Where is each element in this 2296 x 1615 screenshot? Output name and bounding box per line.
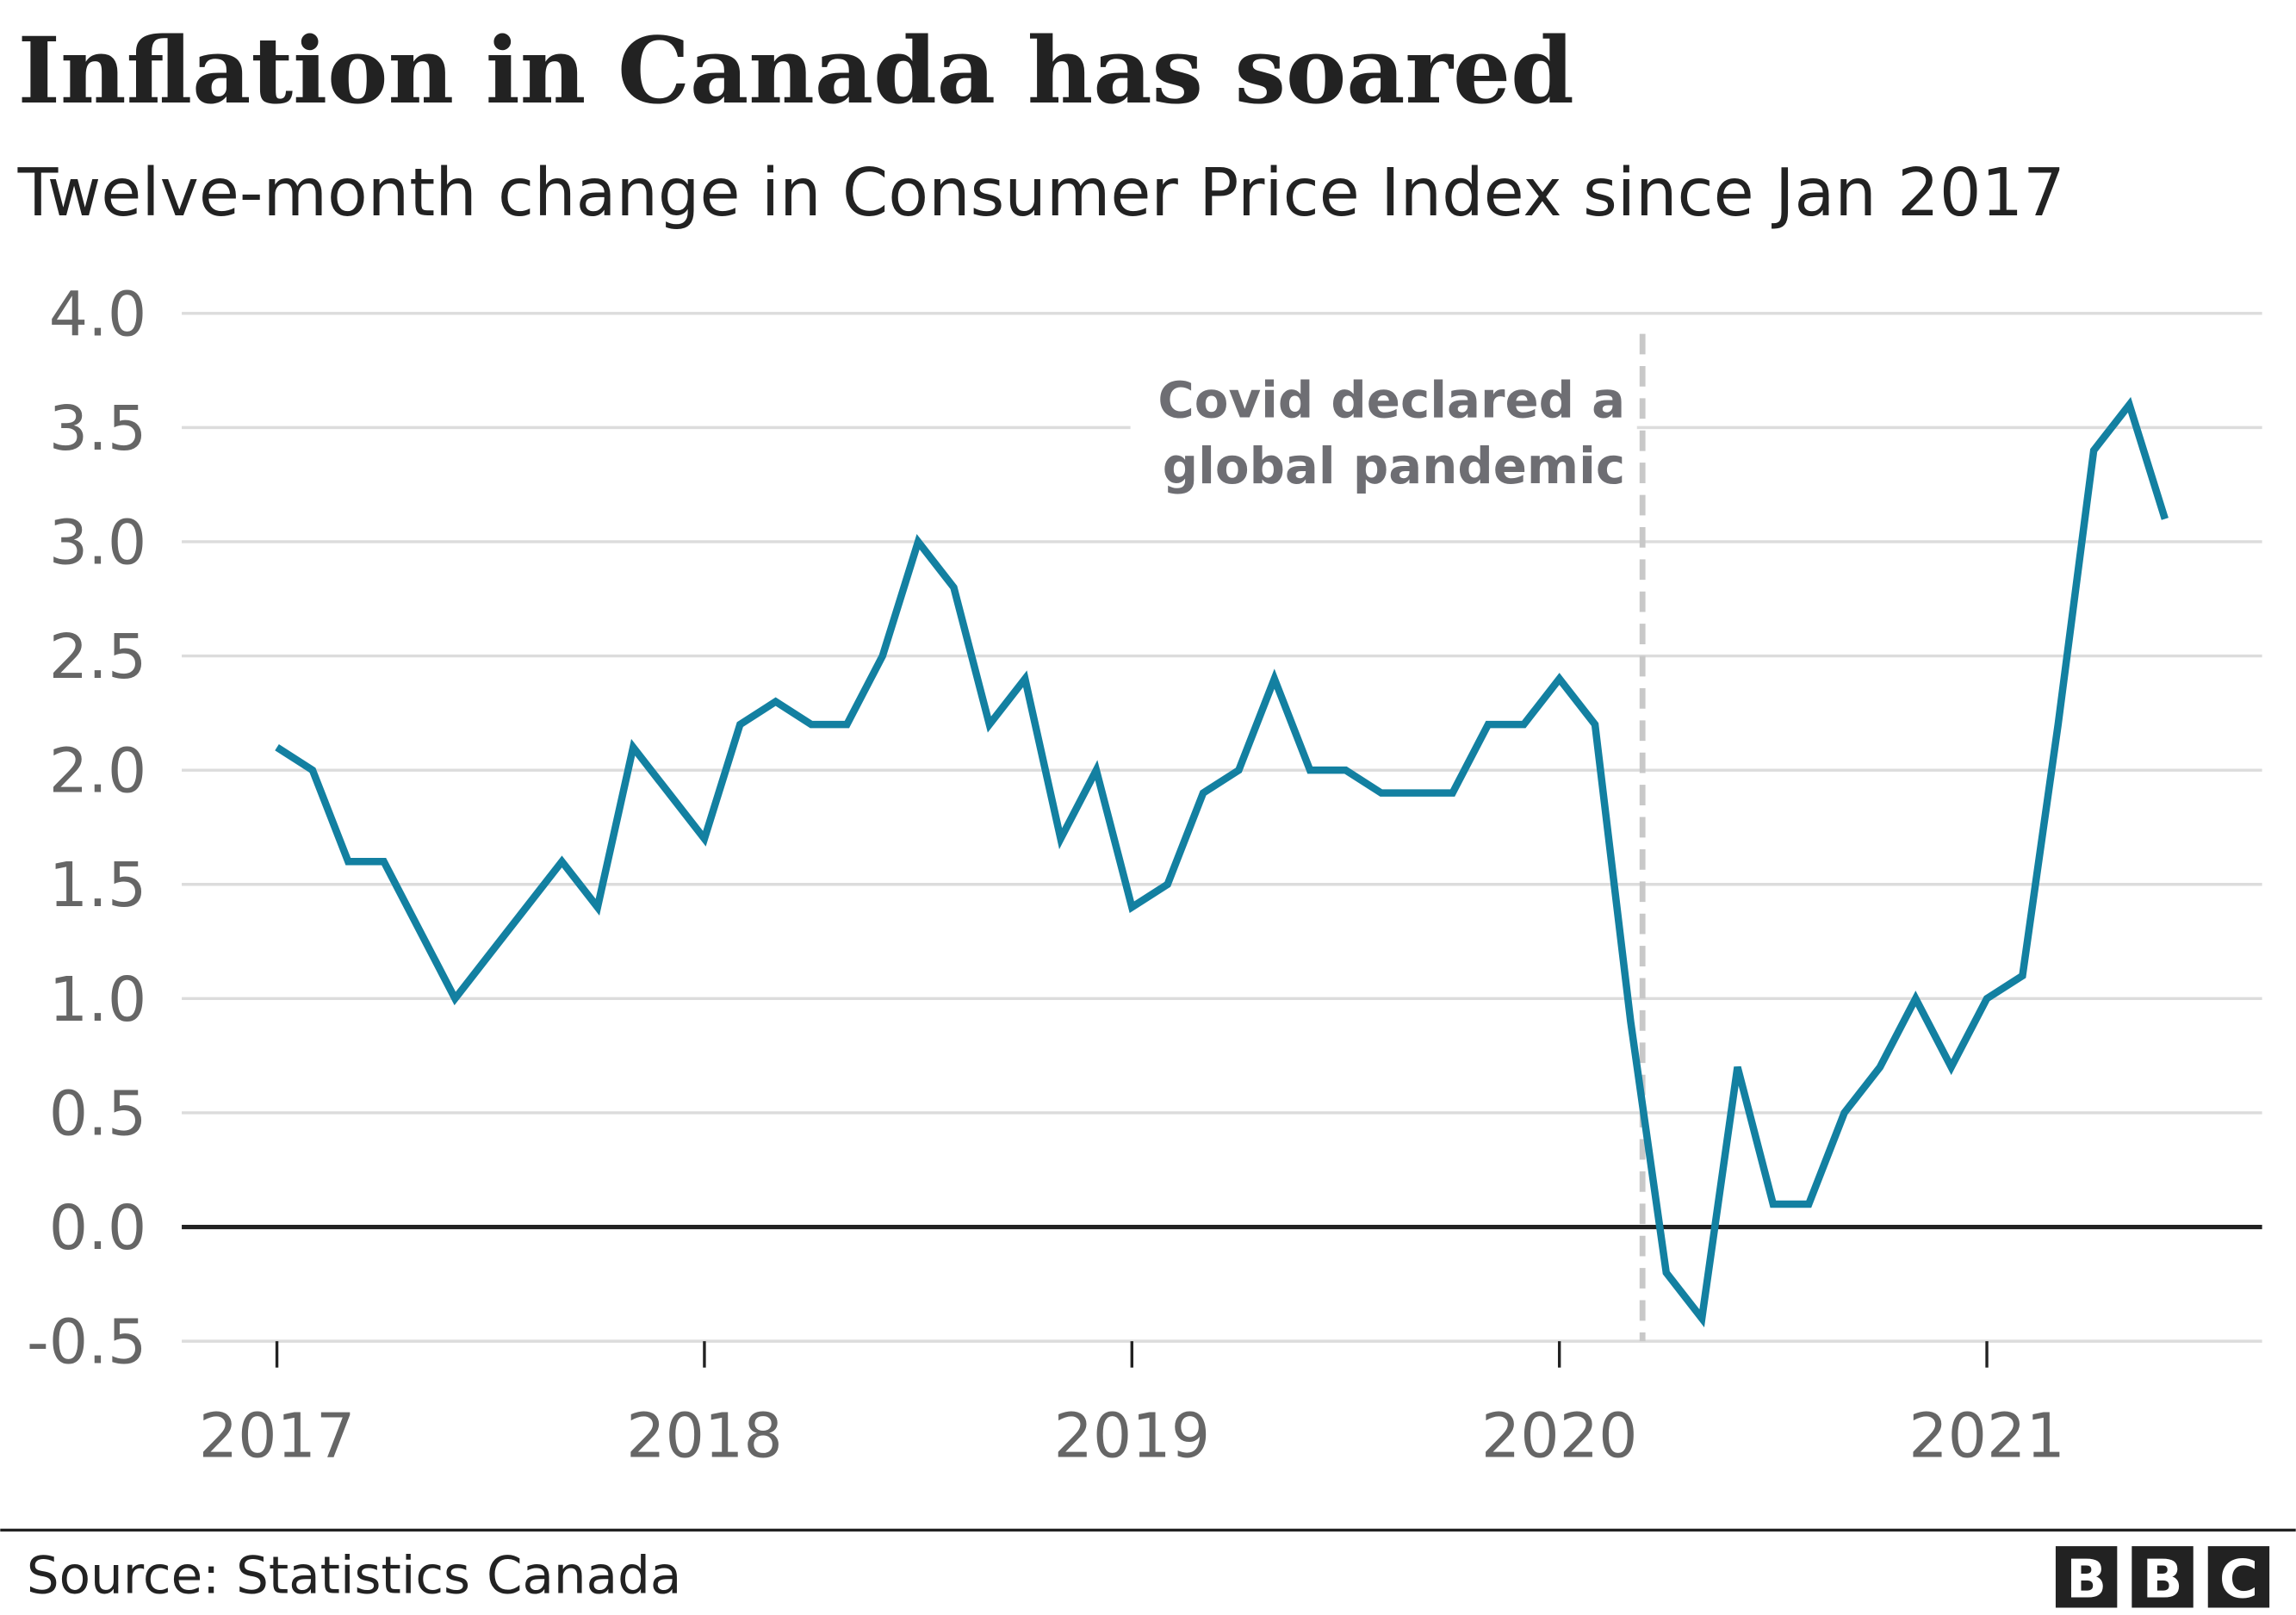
x-tick-label: 2019 xyxy=(1053,1400,1210,1471)
y-tick-label: 0.5 xyxy=(49,1078,147,1149)
y-tick-label: 4.0 xyxy=(49,278,147,350)
x-axis: 2017 2018 2019 2020 2021 xyxy=(199,1341,2065,1471)
y-tick-label: 3.5 xyxy=(49,393,147,464)
annotation-line-2: global pandemic xyxy=(1163,437,1625,495)
y-tick-label: -0.5 xyxy=(27,1307,146,1378)
data-points xyxy=(276,404,2166,1319)
x-tick-label: 2018 xyxy=(626,1400,783,1471)
gridlines xyxy=(182,312,2262,1343)
y-tick-label: 0.0 xyxy=(49,1192,147,1264)
svg-text:B: B xyxy=(2143,1550,2183,1611)
y-tick-label: 2.0 xyxy=(49,736,147,807)
chart-subtitle: Twelve-month change in Consumer Price In… xyxy=(17,155,2065,232)
bbc-logo: B B C xyxy=(2055,1546,2270,1611)
svg-text:B: B xyxy=(2066,1550,2107,1611)
annotation-line-1: Covid declared a xyxy=(1157,370,1625,429)
y-tick-label: 2.5 xyxy=(49,621,147,693)
y-tick-label: 1.5 xyxy=(49,849,147,921)
svg-text:C: C xyxy=(2219,1550,2258,1611)
series-line-cpi xyxy=(275,396,2169,1328)
source-note: Source: Statistics Canada xyxy=(27,1547,681,1606)
chart-title: Inflation in Canada has soared xyxy=(18,17,1574,124)
y-tick-label: 3.0 xyxy=(49,506,147,578)
x-tick-label: 2020 xyxy=(1481,1400,1638,1471)
x-tick-label: 2021 xyxy=(1908,1400,2065,1471)
y-tick-label: 1.0 xyxy=(49,964,147,1035)
annotation-background xyxy=(1130,365,1637,506)
x-tick-label: 2017 xyxy=(199,1400,356,1471)
y-axis: 4.0 3.5 3.0 2.5 2.0 1.5 1.0 0.5 0.0 -0.5 xyxy=(27,278,146,1377)
